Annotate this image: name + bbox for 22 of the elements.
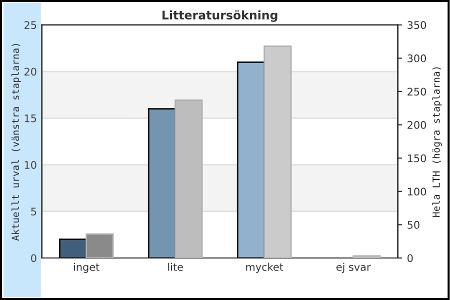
y2-tick-label: 200 <box>408 121 426 129</box>
bar <box>352 255 381 258</box>
x-tick-label: mycket <box>246 262 284 273</box>
y2-tick-label: 150 <box>408 154 426 162</box>
y-axis-title: Aktuellt urval (vänstra staplarna) <box>11 44 21 241</box>
y-tick-label: 25 <box>24 21 36 30</box>
y-tick-label: 5 <box>31 208 36 216</box>
y-tick-label: 10 <box>24 160 36 169</box>
y2-tick-label: 100 <box>408 188 426 196</box>
y2-axis-title: Hela LTH (högra staplarna) <box>432 67 442 217</box>
y-tick-label: 15 <box>24 114 36 122</box>
x-tick-label: lite <box>168 262 183 271</box>
y2-tick-label: 250 <box>408 88 426 96</box>
y2-tick-label: 300 <box>408 54 426 62</box>
y2-tick-label: 350 <box>408 21 426 30</box>
y-tick-label: 20 <box>24 68 36 76</box>
y-tick-label: 0 <box>31 254 36 262</box>
y2-tick-label: 50 <box>408 220 420 229</box>
y2-tick-label: 0 <box>408 254 413 262</box>
x-tick-label: inget <box>74 262 100 273</box>
chart-title: Litteratursökning <box>162 10 278 22</box>
x-tick-label: ej svar <box>336 262 371 273</box>
